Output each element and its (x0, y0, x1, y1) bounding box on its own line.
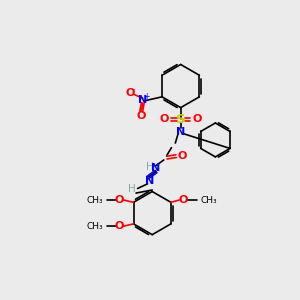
Text: O: O (160, 114, 169, 124)
Text: O: O (126, 88, 135, 98)
Text: O: O (136, 111, 146, 121)
Text: S: S (176, 113, 185, 126)
Text: CH₃: CH₃ (86, 222, 103, 231)
Text: N: N (176, 127, 185, 137)
Text: N: N (152, 164, 161, 173)
Text: CH₃: CH₃ (86, 196, 103, 205)
Text: O: O (115, 195, 124, 205)
Text: O: O (115, 221, 124, 231)
Text: H: H (128, 184, 136, 194)
Text: -: - (132, 85, 135, 94)
Text: O: O (178, 195, 188, 205)
Text: N: N (145, 176, 154, 186)
Text: O: O (192, 114, 202, 124)
Text: H: H (146, 162, 154, 172)
Text: O: O (178, 151, 187, 161)
Text: +: + (143, 92, 150, 101)
Text: CH₃: CH₃ (200, 196, 217, 205)
Text: N: N (138, 95, 147, 105)
